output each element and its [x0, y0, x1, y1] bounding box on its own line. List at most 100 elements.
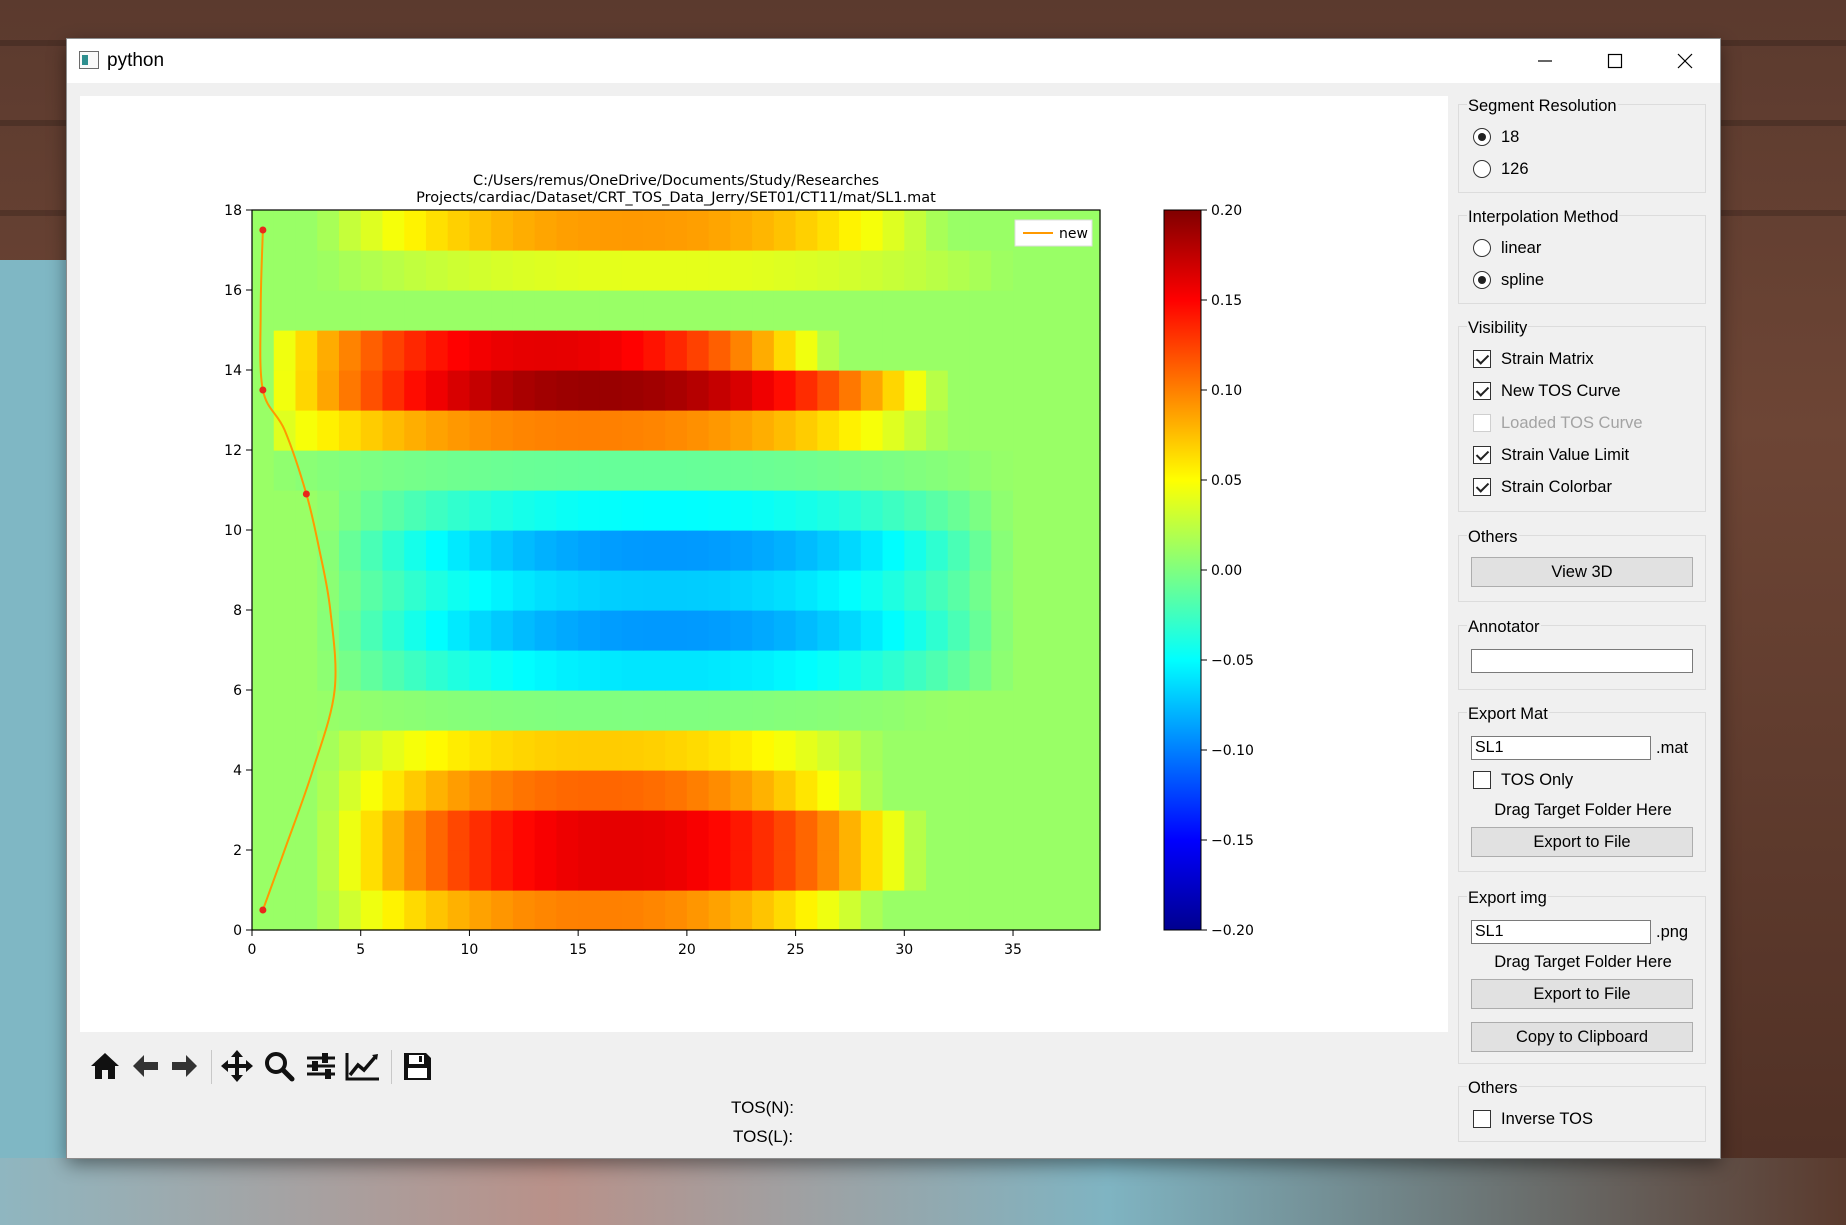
heatmap-cell	[534, 490, 558, 531]
heatmap-cell	[295, 890, 318, 931]
checkbox-strain-colorbar[interactable]: Strain Colorbar	[1473, 475, 1612, 499]
heatmap-cell	[708, 650, 731, 691]
y-tick-label: 8	[233, 603, 242, 619]
heatmap-cell	[338, 850, 362, 891]
heatmap-cell	[643, 810, 666, 851]
checkbox-strain-value-limit[interactable]: Strain Value Limit	[1473, 443, 1629, 467]
checkbox-inverse-tos[interactable]: Inverse TOS	[1473, 1107, 1593, 1131]
heatmap-cell	[404, 250, 427, 291]
heatmap-cell	[882, 730, 905, 771]
strain-heatmap-chart[interactable]: C:/Users/remus/OneDrive/Documents/Study/…	[80, 96, 1448, 1032]
heatmap-cell	[252, 290, 275, 331]
radio-18[interactable]: 18	[1473, 125, 1519, 149]
heatmap-cell	[904, 890, 927, 931]
legend-label: new	[1059, 226, 1088, 242]
minimize-button[interactable]	[1510, 39, 1580, 83]
heatmap-cell	[578, 610, 601, 651]
colorbar-tick-label: 0.00	[1211, 563, 1242, 579]
heatmap-cell	[404, 410, 427, 451]
export-mat-filename-input[interactable]	[1471, 736, 1651, 760]
tos-curve-marker[interactable]	[259, 386, 267, 394]
title-bar: python	[67, 39, 1720, 83]
radio-126[interactable]: 126	[1473, 157, 1529, 181]
heatmap-cell	[947, 650, 971, 691]
configure-subplots-button[interactable]	[301, 1044, 341, 1088]
heatmap-cell	[382, 410, 405, 451]
heatmap-cell	[969, 850, 992, 891]
checkbox-tos-only[interactable]: TOS Only	[1473, 768, 1573, 792]
heatmap-cell	[512, 730, 536, 771]
export-img-button[interactable]: Export to File	[1471, 979, 1693, 1009]
heatmap-cell	[512, 410, 536, 451]
heatmap-cell	[621, 610, 644, 651]
heatmap-cell	[425, 250, 449, 291]
heatmap-cell	[1056, 490, 1079, 531]
forward-button[interactable]	[165, 1044, 205, 1088]
heatmap-cell	[578, 650, 601, 691]
tos-curve-marker[interactable]	[259, 226, 267, 234]
pan-button[interactable]	[217, 1044, 257, 1088]
checkbox-strain-matrix[interactable]: Strain Matrix	[1473, 347, 1594, 371]
heatmap-cell	[860, 370, 884, 411]
tos-curve-marker[interactable]	[302, 490, 310, 498]
heatmap-cell	[360, 330, 384, 371]
heatmap-cell	[1078, 370, 1101, 411]
tos-curve-line[interactable]	[259, 229, 337, 911]
heatmap-cell	[686, 850, 710, 891]
heatmap-cell	[447, 530, 471, 571]
heatmap-cell	[773, 530, 797, 571]
heatmap-cell	[795, 210, 818, 251]
heatmap-cell	[860, 290, 884, 331]
save-figure-button[interactable]	[397, 1044, 437, 1088]
annotator-input[interactable]	[1471, 649, 1693, 673]
heatmap-cell	[1078, 290, 1101, 331]
heatmap-cell	[534, 890, 558, 931]
heatmap-cell	[991, 370, 1014, 411]
close-button[interactable]	[1650, 39, 1720, 83]
tos-curve[interactable]	[259, 226, 337, 914]
view-3d-button[interactable]: View 3D	[1471, 557, 1693, 587]
heatmap-cell	[338, 410, 362, 451]
zoom-button[interactable]	[259, 1044, 299, 1088]
heatmap-cell	[643, 330, 666, 371]
back-button[interactable]	[125, 1044, 165, 1088]
plot-canvas[interactable]: C:/Users/remus/OneDrive/Documents/Study/…	[80, 96, 1448, 1032]
heatmap-cell	[969, 690, 992, 731]
checkbox-new-tos-curve[interactable]: New TOS Curve	[1473, 379, 1621, 403]
copy-to-clipboard-button[interactable]: Copy to Clipboard	[1471, 1022, 1693, 1052]
edit-axes-button[interactable]	[343, 1044, 383, 1088]
home-button[interactable]	[85, 1044, 125, 1088]
heatmap-cell	[1078, 650, 1101, 691]
heatmap-cell	[404, 610, 427, 651]
export-img-filename-input[interactable]	[1471, 920, 1651, 944]
tos-n-label: TOS(N):	[731, 1098, 794, 1117]
radio-spline[interactable]: spline	[1473, 268, 1544, 292]
heatmap-cell	[1078, 450, 1101, 491]
y-tick-label: 6	[233, 683, 242, 699]
radio-linear[interactable]: linear	[1473, 236, 1541, 260]
heatmap-cell	[926, 370, 949, 411]
radio-indicator	[1473, 160, 1491, 178]
heatmap-cell	[469, 690, 492, 731]
heatmap-cell	[795, 610, 818, 651]
tos-l-label: TOS(L):	[733, 1127, 794, 1146]
heatmap-cell	[338, 730, 362, 771]
export-mat-drag-hint[interactable]: Drag Target Folder Here	[1494, 801, 1672, 819]
export-img-drag-hint[interactable]: Drag Target Folder Here	[1494, 953, 1672, 971]
maximize-button[interactable]	[1580, 39, 1650, 83]
heatmap-cell	[643, 770, 666, 811]
export-mat-button[interactable]: Export to File	[1471, 827, 1693, 857]
heatmap-cell	[1056, 250, 1079, 291]
heatmap-cell	[404, 770, 427, 811]
heatmap-cell	[1034, 850, 1058, 891]
heatmap-cell	[425, 330, 449, 371]
tos-curve-marker[interactable]	[259, 906, 267, 914]
heatmap-cell	[447, 570, 471, 611]
heatmap-cell	[382, 570, 405, 611]
heatmap-cell	[795, 850, 818, 891]
heatmap-cell	[1056, 810, 1079, 851]
heatmap-cell	[839, 530, 862, 571]
heatmap-cell	[447, 410, 471, 451]
heatmap-cell	[1034, 370, 1058, 411]
heatmap-cell	[1056, 770, 1079, 811]
